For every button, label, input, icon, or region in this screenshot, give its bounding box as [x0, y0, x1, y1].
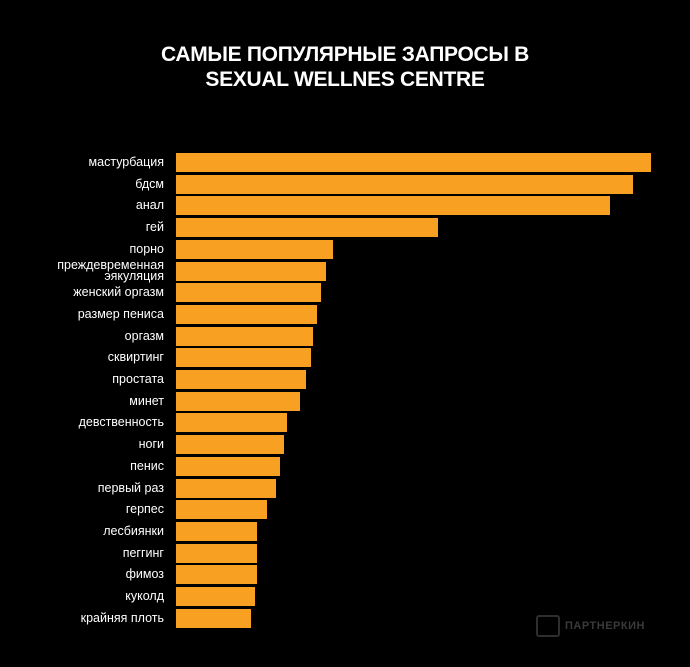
- bar: [176, 153, 651, 172]
- y-tick-label: анал: [135, 198, 164, 213]
- bar: [176, 304, 318, 324]
- bar: [176, 500, 268, 520]
- bar: [176, 348, 311, 368]
- y-tick-label: девственность: [78, 415, 164, 430]
- y-tick-label: первый раз: [97, 480, 164, 495]
- bar: [176, 478, 277, 498]
- y-tick-label: фимоз: [125, 567, 164, 582]
- bar: [176, 521, 258, 541]
- bar: [176, 543, 258, 563]
- y-tick-label: простата: [112, 372, 164, 386]
- bar: [176, 413, 288, 433]
- y-tick-label: сквиртинг: [107, 350, 164, 365]
- bar: [176, 587, 255, 606]
- bar: [176, 370, 307, 389]
- bar: [176, 608, 252, 628]
- y-tick-label: куколд: [125, 589, 164, 603]
- y-tick-label: пенис: [130, 458, 164, 473]
- bar: [176, 239, 334, 259]
- bar: [176, 326, 313, 346]
- bar: [176, 196, 611, 216]
- y-tick-label: ноги: [138, 437, 164, 452]
- y-tick-label: порно: [129, 241, 164, 256]
- bar: [176, 391, 300, 411]
- bar: [176, 283, 321, 303]
- y-tick-label: оргазм: [124, 328, 164, 343]
- bar: [176, 218, 439, 238]
- watermark: ПАРТНЕРКИН: [565, 620, 645, 632]
- bar: [176, 565, 258, 585]
- y-tick-label: герпес: [125, 502, 164, 517]
- y-tick-label: пеггинг: [122, 545, 164, 560]
- y-tick-label: размер пениса: [77, 306, 164, 321]
- watermark-icon: [536, 615, 560, 637]
- y-tick-label: бдсм: [135, 176, 164, 191]
- y-tick-label: крайняя плоть: [80, 610, 164, 625]
- bar: [176, 261, 327, 281]
- y-tick-label: мастурбация: [88, 155, 164, 169]
- y-tick-label: женский оргазм: [73, 285, 164, 300]
- bar: [176, 456, 281, 476]
- chart-title: САМЫЕ ПОПУЛЯРНЫЕ ЗАПРОСЫ В SEXUAL WELLNE…: [160, 43, 530, 91]
- y-tick-label: гей: [145, 220, 164, 235]
- bar: [176, 174, 633, 194]
- bar: [176, 435, 284, 455]
- y-tick-label: преждевременная эякуляция: [57, 258, 164, 283]
- y-tick-label: минет: [129, 393, 164, 408]
- y-tick-label: лесбиянки: [103, 523, 164, 538]
